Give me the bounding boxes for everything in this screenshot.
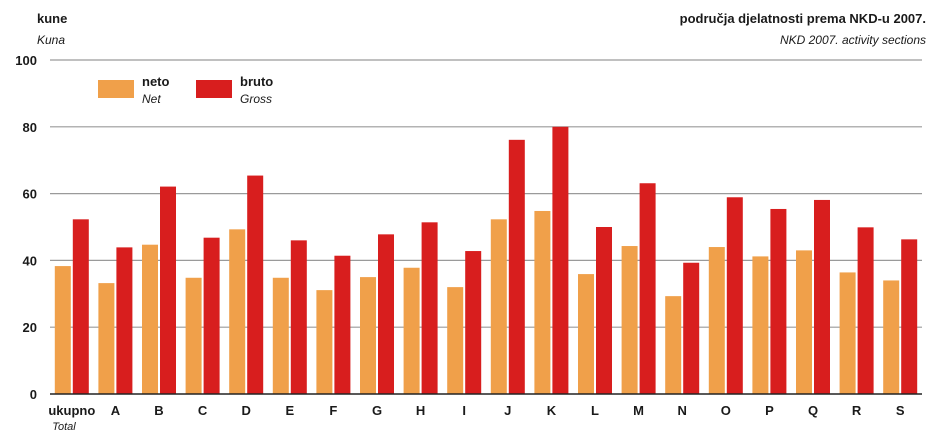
bar-bruto-S	[901, 239, 918, 394]
bar-neto-C	[185, 277, 202, 394]
bar-neto-G	[360, 277, 376, 394]
bar-bruto-H	[421, 222, 438, 394]
bar-neto-E	[272, 277, 289, 394]
bar-bruto-J	[508, 139, 525, 394]
bar-neto-L	[578, 274, 594, 394]
bar-bruto-N	[683, 262, 700, 394]
x-tick-label-total-en: Total	[52, 421, 76, 433]
bar-bruto-B	[160, 186, 176, 394]
bar-bruto-L	[596, 227, 612, 394]
chart-title: područja djelatnosti prema NKD-u 2007.	[680, 11, 926, 26]
bar-bruto-A	[116, 247, 133, 394]
x-tick-label: I	[462, 403, 466, 418]
y-tick-label: 0	[30, 387, 37, 402]
bar-neto-ukupno	[54, 266, 71, 394]
x-tick-label: O	[721, 403, 731, 418]
y-axis-label: kune	[37, 11, 67, 26]
y-tick-label: 60	[23, 187, 37, 202]
bar-neto-I	[447, 287, 464, 394]
legend-label-gross-en: Gross	[240, 92, 272, 106]
x-tick-label: E	[285, 403, 294, 418]
bar-neto-P	[752, 256, 769, 394]
bar-neto-N	[665, 296, 682, 394]
bar-bruto-M	[639, 183, 656, 394]
x-tick-label: J	[504, 403, 511, 418]
x-tick-label: S	[896, 403, 905, 418]
y-tick-label: 40	[23, 253, 37, 268]
y-tick-label: 100	[15, 53, 37, 68]
bar-neto-A	[98, 283, 115, 394]
gridlines	[50, 59, 922, 328]
x-tick-label: G	[372, 403, 382, 418]
bar-neto-D	[229, 229, 246, 394]
bar-bruto-C	[203, 237, 220, 394]
bar-neto-M	[621, 246, 638, 394]
bar-bruto-I	[465, 251, 482, 394]
bar-neto-K	[534, 210, 551, 394]
x-tick-label: F	[329, 403, 337, 418]
bar-neto-H	[403, 267, 420, 394]
x-tick-label: N	[678, 403, 687, 418]
bar-bruto-K	[552, 126, 569, 395]
x-axis-ticks: ukupno A B C D E F G H I J K L M N O P Q R S	[48, 403, 905, 418]
bar-bruto-D	[247, 175, 264, 394]
x-tick-label: M	[633, 403, 644, 418]
bar-neto-F	[316, 290, 333, 394]
bar-bruto-P	[770, 208, 787, 394]
bar-bruto-E	[290, 240, 307, 394]
x-tick-label: K	[547, 403, 557, 418]
x-tick-label: B	[154, 403, 163, 418]
chart-title-en: NKD 2007. activity sections	[780, 33, 926, 47]
legend-label-net-en: Net	[142, 92, 161, 106]
bar-bruto-G	[378, 234, 394, 394]
bar-neto-Q	[796, 250, 812, 394]
bar-bruto-Q	[814, 199, 830, 394]
y-tick-label: 80	[23, 120, 37, 135]
bar-neto-B	[142, 244, 158, 394]
x-tick-label: D	[242, 403, 251, 418]
legend: neto Net bruto Gross	[98, 74, 273, 106]
bar-bruto-R	[857, 227, 874, 394]
x-tick-label: L	[591, 403, 599, 418]
bars	[54, 126, 918, 395]
y-axis-ticks: 0 20 40 60 80 100	[15, 53, 37, 402]
x-tick-label: P	[765, 403, 774, 418]
x-tick-label: R	[852, 403, 862, 418]
y-axis-label-en: Kuna	[37, 33, 65, 47]
y-tick-label: 20	[23, 320, 37, 335]
x-tick-label: ukupno	[48, 403, 95, 418]
legend-swatch-neto	[98, 80, 134, 98]
x-tick-label: H	[416, 403, 425, 418]
x-tick-label: A	[111, 403, 121, 418]
bar-neto-J	[490, 219, 507, 394]
bar-bruto-F	[334, 255, 351, 394]
bar-bruto-ukupno	[72, 219, 89, 394]
bar-neto-R	[839, 272, 856, 394]
legend-label-neto: neto	[142, 74, 170, 89]
bar-bruto-O	[726, 197, 743, 394]
legend-label-bruto: bruto	[240, 74, 273, 89]
bar-neto-O	[708, 247, 725, 394]
legend-swatch-bruto	[196, 80, 232, 98]
x-tick-label: Q	[808, 403, 818, 418]
x-tick-label: C	[198, 403, 208, 418]
bar-neto-S	[883, 280, 900, 394]
